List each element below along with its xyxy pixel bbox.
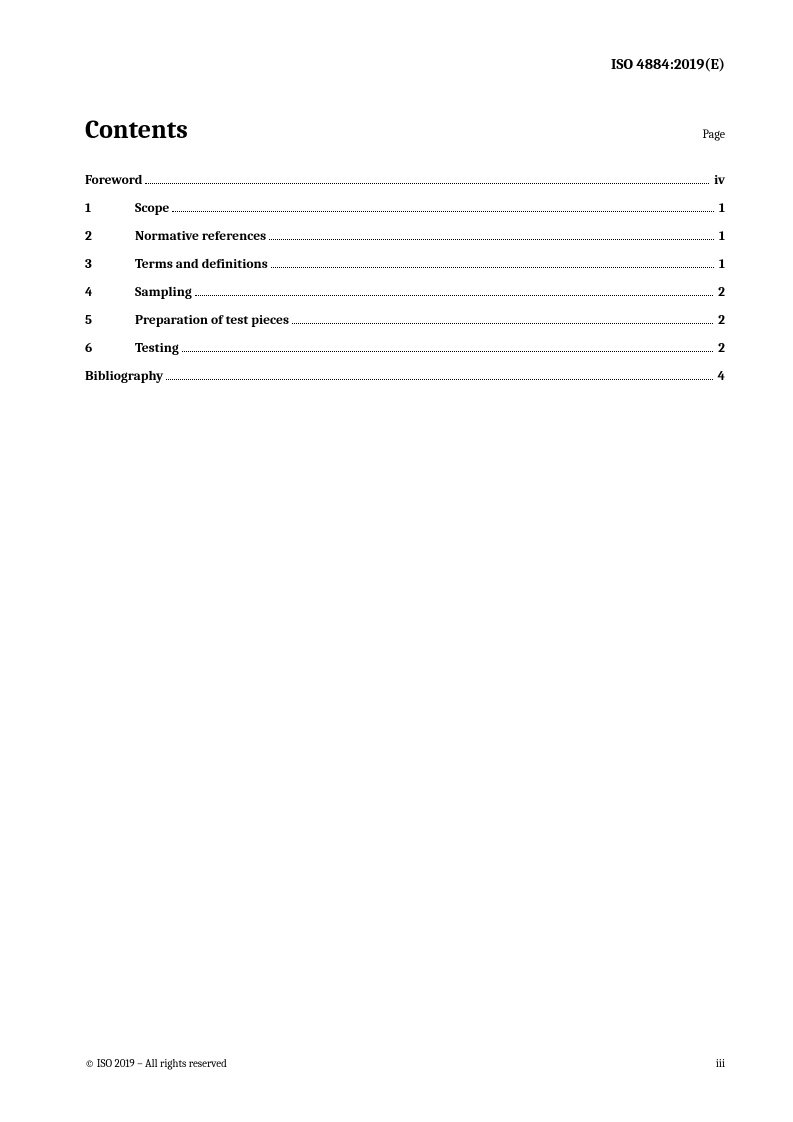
toc-entry-title: Preparation of test pieces [135, 314, 289, 328]
document-id: ISO 4884:2019(E) [85, 55, 725, 73]
toc-entry[interactable]: 1 Scope 1 [85, 201, 725, 216]
footer-page-number: iii [716, 1057, 725, 1070]
contents-title-row: Contents Page [85, 115, 725, 145]
toc-entry-page: 2 [716, 286, 725, 300]
toc-leader [269, 229, 714, 240]
page-footer: © ISO 2019 – All rights reserved iii [85, 1057, 725, 1070]
toc-leader [292, 313, 713, 324]
toc-leader [182, 341, 713, 352]
toc-entry[interactable]: 3 Terms and definitions 1 [85, 257, 725, 272]
toc-entry-page: iv [712, 174, 725, 188]
toc-entry-number: 3 [85, 258, 135, 272]
toc-entry-title: Foreword [85, 174, 142, 188]
table-of-contents: Foreword iv 1 Scope 1 2 Normative refere… [85, 173, 725, 384]
toc-entry-page: 1 [717, 230, 725, 244]
toc-entry-number: 1 [85, 202, 135, 216]
toc-leader [145, 173, 709, 184]
toc-entry[interactable]: 4 Sampling 2 [85, 285, 725, 300]
toc-entry-title: Terms and definitions [135, 258, 268, 272]
toc-entry-number: 6 [85, 342, 135, 356]
toc-entry-page: 2 [716, 342, 725, 356]
toc-entry-title: Normative references [135, 230, 266, 244]
toc-entry-title: Bibliography [85, 370, 163, 384]
toc-entry-number: 2 [85, 230, 135, 244]
toc-entry-number: 5 [85, 314, 135, 328]
toc-entry-title: Sampling [135, 286, 192, 300]
page-column-label: Page [703, 127, 725, 141]
contents-heading: Contents [85, 115, 188, 145]
toc-leader [172, 201, 714, 212]
toc-entry-number: 4 [85, 286, 135, 300]
toc-entry[interactable]: 5 Preparation of test pieces 2 [85, 313, 725, 328]
toc-entry[interactable]: Bibliography 4 [85, 369, 725, 384]
toc-leader [271, 257, 714, 268]
toc-entry-page: 2 [716, 314, 725, 328]
toc-entry[interactable]: 6 Testing 2 [85, 341, 725, 356]
toc-leader [166, 369, 712, 380]
toc-entry[interactable]: 2 Normative references 1 [85, 229, 725, 244]
toc-entry-page: 4 [716, 370, 725, 384]
toc-entry-title: Testing [135, 342, 179, 356]
toc-entry[interactable]: Foreword iv [85, 173, 725, 188]
toc-entry-page: 1 [717, 202, 725, 216]
toc-entry-page: 1 [717, 258, 725, 272]
footer-copyright: © ISO 2019 – All rights reserved [85, 1057, 227, 1070]
page: ISO 4884:2019(E) Contents Page Foreword … [0, 0, 793, 1122]
toc-leader [195, 285, 713, 296]
toc-entry-title: Scope [135, 202, 169, 216]
